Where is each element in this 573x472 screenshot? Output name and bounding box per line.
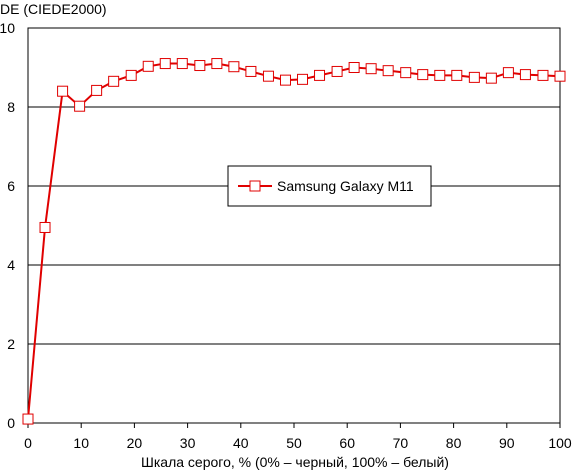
x-tick-label: 30 (180, 435, 196, 451)
data-point (434, 69, 446, 81)
x-tick-label: 0 (24, 435, 32, 451)
legend-marker (249, 180, 261, 192)
data-point (331, 65, 343, 77)
data-point (537, 69, 549, 81)
x-tick-label: 40 (233, 435, 249, 451)
y-tick-label: 6 (7, 178, 15, 194)
series-layer (22, 58, 566, 425)
x-tick-label: 90 (499, 435, 515, 451)
data-point (485, 72, 497, 84)
data-point (74, 100, 86, 112)
data-point (468, 71, 480, 83)
x-tick-label: 50 (286, 435, 302, 451)
data-point (297, 73, 309, 85)
data-point (125, 69, 137, 81)
y-tick-label: 2 (7, 336, 15, 352)
data-point (314, 69, 326, 81)
x-tick-label: 80 (446, 435, 462, 451)
data-point (142, 60, 154, 72)
data-point (176, 58, 188, 70)
data-point (382, 65, 394, 77)
data-point (519, 69, 531, 81)
data-point (417, 69, 429, 81)
y-tick-label: 0 (7, 415, 15, 431)
legend: Samsung Galaxy M11 (227, 165, 432, 207)
y-tick-label: 10 (0, 20, 15, 36)
y-tick-label: 4 (7, 257, 15, 273)
gridlines (28, 106, 560, 345)
data-point (365, 63, 377, 75)
data-point (57, 85, 69, 97)
data-point (211, 58, 223, 70)
data-point (228, 61, 240, 73)
data-point (245, 65, 257, 77)
data-point (554, 70, 566, 82)
plot-frame (27, 27, 561, 424)
legend-label: Samsung Galaxy M11 (277, 178, 414, 194)
y-tick-label: 8 (7, 99, 15, 115)
x-tick-label: 60 (339, 435, 355, 451)
data-point (159, 58, 171, 70)
data-point (502, 67, 514, 79)
x-tick-labels: 0 10 20 30 40 50 60 70 80 90 100 (24, 423, 572, 451)
x-tick-label: 10 (73, 435, 89, 451)
x-tick-label: 20 (127, 435, 143, 451)
x-tick-label: 100 (548, 435, 572, 451)
series-line (27, 62, 561, 420)
data-point (400, 67, 412, 79)
data-point (108, 75, 120, 87)
x-axis-title: Шкала серого, % (0% – черный, 100% – бел… (141, 454, 449, 470)
x-tick-label: 70 (393, 435, 409, 451)
data-point (22, 413, 34, 425)
y-tick-labels: 0 2 4 6 8 10 (0, 20, 15, 431)
y-axis-title: DE (CIEDE2000) (0, 1, 107, 17)
data-point (279, 74, 291, 86)
data-point (194, 60, 206, 72)
data-point (39, 221, 51, 233)
data-point (451, 69, 463, 81)
data-point (262, 70, 274, 82)
data-point (91, 84, 103, 96)
data-point (348, 62, 360, 73)
